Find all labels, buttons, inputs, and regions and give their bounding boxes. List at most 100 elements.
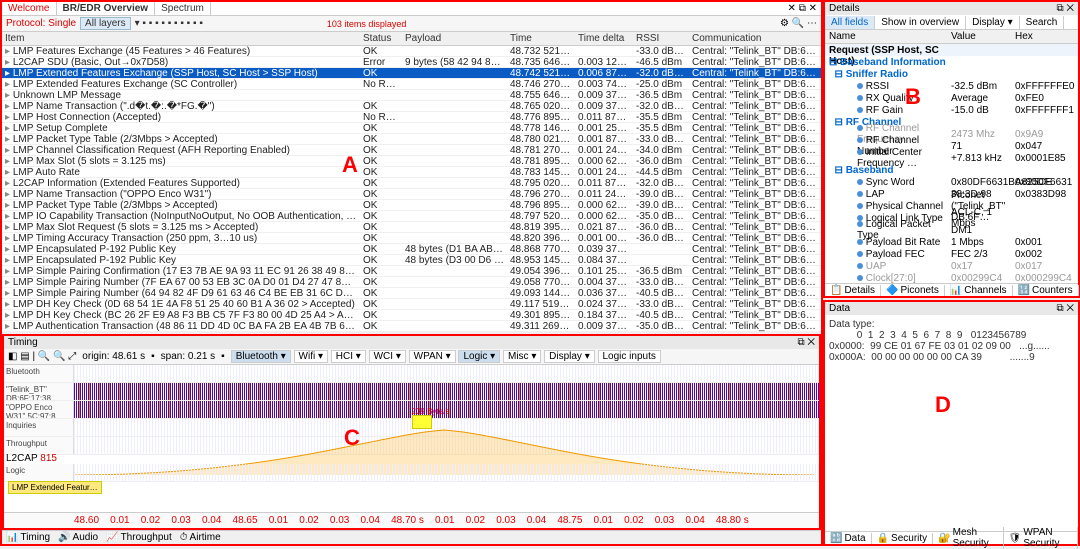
tab-spectrum[interactable]: Spectrum <box>155 2 211 15</box>
proto-button-wifi[interactable]: Wifi ▾ <box>294 350 328 363</box>
lmp-hover-tag: LMP Extended Featur… <box>8 481 102 494</box>
packet-row[interactable]: LMP DH Key Check (BC 26 2F E9 A8 F3 BB C… <box>2 310 821 321</box>
col-time-delta[interactable]: Time delta <box>575 33 633 44</box>
proto-button-display[interactable]: Display ▾ <box>544 350 595 363</box>
details-col-name[interactable]: Name <box>825 31 951 42</box>
details-subtab-details[interactable]: 📋 Details <box>825 285 881 296</box>
data-subtab-data[interactable]: 🔡 Data <box>825 533 872 544</box>
packet-row[interactable]: LMP Max Slot Request (5 slots = 3.125 ms… <box>2 222 821 233</box>
packet-row[interactable]: LMP Simple Pairing Number (7F EA 67 00 5… <box>2 277 821 288</box>
packet-row[interactable]: L2CAP Information (Extended Features Sup… <box>2 178 821 189</box>
details-row[interactable]: ⊟ Sniffer Radio <box>825 68 1078 80</box>
details-row[interactable]: RSSI-32.5 dBm0xFFFFFFE0 <box>825 80 1078 92</box>
details-row[interactable]: Clock[27:0]0x00299C40x000299C4 <box>825 272 1078 283</box>
col-item[interactable]: Item <box>2 33 360 44</box>
bottom-tab-throughput[interactable]: 📈 Throughput <box>106 532 172 543</box>
packet-row[interactable]: L2CAP SDU (Basic, Out→0x7D58)Error9 byte… <box>2 57 821 68</box>
details-row[interactable]: Payload Bit Rate1 Mbps0x001 <box>825 236 1078 248</box>
packet-row[interactable]: LMP Features Exchange (45 Features > 46 … <box>2 46 821 57</box>
details-row[interactable]: Sync Word0x80DF6631BA825CE0x80DF6631 <box>825 176 1078 188</box>
proto-button-logic inputs[interactable]: Logic inputs <box>598 350 661 363</box>
bottom-tabs-left: 📊 Timing 🔊 Audio 📈 Throughput ⏱ Airtime <box>2 530 821 544</box>
details-subtab-piconets[interactable]: 🔷 Piconets <box>881 285 945 296</box>
tab-welcome[interactable]: Welcome <box>2 2 57 15</box>
timing-panel: Timing ⧉ ✕ ◧ ▤ | 🔍 🔍 ⤢ origin: 48.61 s ▪… <box>2 334 821 530</box>
timing-ruler[interactable]: 48.600.010.020.030.0448.650.010.020.030.… <box>4 512 819 528</box>
col-status[interactable]: Status <box>360 33 402 44</box>
timing-span: span: 0.21 s <box>161 351 215 362</box>
tab-close-icon[interactable]: ✕ ⧉ ✕ <box>784 3 821 14</box>
timing-toolbar: ◧ ▤ | 🔍 🔍 ⤢ origin: 48.61 s ▪ span: 0.21… <box>4 349 819 365</box>
details-row[interactable]: ⊟ Baseband Information <box>825 56 1078 68</box>
lane-telink: "Telink_BT" DB:6F:17:38… <box>4 383 74 400</box>
packet-row[interactable]: LMP Extended Features Exchange (SSP Host… <box>2 68 821 79</box>
data-panel: Data ⧉ ✕ Data type: 0 1 2 3 4 5 6 7 8 9 … <box>823 300 1080 546</box>
details-title: Details <box>829 3 860 14</box>
packet-row[interactable]: LMP Encapsulated P-192 Public KeyOK48 by… <box>2 244 821 255</box>
details-subtab-channels[interactable]: 📊 Channels <box>945 285 1013 296</box>
packet-row[interactable]: LMP Host Connection (Accepted)No Reque…4… <box>2 112 821 123</box>
timing-window-controls[interactable]: ⧉ ✕ <box>797 337 815 348</box>
col-time[interactable]: Time <box>507 33 575 44</box>
col-rssi[interactable]: RSSI <box>633 33 689 44</box>
details-tab-all-fields[interactable]: All fields <box>825 16 875 29</box>
details-row[interactable]: UAP0x170x017 <box>825 260 1078 272</box>
top-tab-bar: Welcome BR/EDR Overview Spectrum ✕ ⧉ ✕ <box>2 2 821 16</box>
lane-throughput: Throughput <box>4 437 74 454</box>
details-row[interactable]: RF Gain-15.0 dB0xFFFFFFF1 <box>825 104 1078 116</box>
packet-row[interactable]: LMP Auto RateOK48.783 145 6250.001 249 8… <box>2 167 821 178</box>
proto-button-misc[interactable]: Misc ▾ <box>503 350 541 363</box>
lane-inquiries: Inquiries <box>4 419 74 436</box>
packet-row[interactable]: LMP Packet Type Table (2/3Mbps > Accepte… <box>2 134 821 145</box>
all-layers-button[interactable]: All layers <box>80 17 131 30</box>
bottom-tab-audio[interactable]: 🔊 Audio <box>58 532 98 543</box>
packet-row[interactable]: LMP DH Key Check (0D 68 54 1E 4A F8 51 2… <box>2 299 821 310</box>
packet-row[interactable]: LMP Simple Pairing Confirmation (17 E3 7… <box>2 266 821 277</box>
packet-row[interactable]: LMP Authentication Transaction (48 86 11… <box>2 321 821 332</box>
packet-row[interactable]: LMP IO Capability Transaction (NoInputNo… <box>2 211 821 222</box>
overview-toolbar: Protocol: Single All layers ▾ ▪ ▪ ▪ ▪ ▪ … <box>2 16 821 32</box>
details-row[interactable]: Logical Packet TypeDM1 <box>825 224 1078 236</box>
proto-button-logic[interactable]: Logic ▾ <box>458 350 500 363</box>
packet-row[interactable]: LMP Setup CompleteOK48.778 146 1250.001 … <box>2 123 821 134</box>
packet-row[interactable]: LMP Encapsulated P-192 Public KeyOK48 by… <box>2 255 821 266</box>
packet-row[interactable]: LMP Max Slot (5 slots = 3.125 ms)OK48.78… <box>2 156 821 167</box>
bottom-tab-airtime[interactable]: ⏱ Airtime <box>180 532 221 543</box>
data-subtab-security[interactable]: 🔒 Security <box>872 533 934 544</box>
details-col-hex[interactable]: Hex <box>1015 31 1078 42</box>
details-row[interactable]: Initial Center Frequency …+7.813 kHz0x00… <box>825 152 1078 164</box>
proto-button-hci[interactable]: HCI ▾ <box>331 350 366 363</box>
toolbar-right-icons[interactable]: ⚙ 🔍 ⋯ <box>780 18 817 29</box>
details-tab-display[interactable]: Display ▾ <box>966 16 1020 29</box>
details-search[interactable]: Search <box>1020 16 1065 29</box>
packet-row[interactable]: LMP Name Transaction ("OPPO Enco W31")OK… <box>2 189 821 200</box>
details-row[interactable]: Payload FECFEC 2/30x002 <box>825 248 1078 260</box>
bottom-tab-timing[interactable]: 📊 Timing <box>6 532 50 543</box>
lane-logic: Logic <box>4 464 74 481</box>
packet-row[interactable]: LMP Timing Accuracy Transaction (250 ppm… <box>2 233 821 244</box>
packet-row[interactable]: LMP Extended Features Exchange (SC Contr… <box>2 79 821 90</box>
data-hex-view[interactable]: Data type: 0 1 2 3 4 5 6 7 8 9 012345678… <box>825 315 1078 531</box>
packet-row[interactable]: LMP Simple Pairing Number (64 94 82 4F D… <box>2 288 821 299</box>
packet-row[interactable]: Unknown LMP Message48.755 646 1250.009 3… <box>2 90 821 101</box>
tab-bredr-overview[interactable]: BR/EDR Overview <box>57 2 156 15</box>
timing-body[interactable]: Bluetooth "Telink_BT" DB:6F:17:38… "OPPO… <box>4 365 819 512</box>
proto-button-wpan[interactable]: WPAN ▾ <box>409 350 456 363</box>
details-subtab-counters[interactable]: 🔢 Counters <box>1013 285 1079 296</box>
details-row[interactable]: RX QualityAverage0xFE0 <box>825 92 1078 104</box>
proto-button-bluetooth[interactable]: Bluetooth ▾ <box>231 350 291 363</box>
packet-row[interactable]: LMP Channel Classification Request (AFH … <box>2 145 821 156</box>
col-communication[interactable]: Communication <box>689 33 821 44</box>
proto-button-wci[interactable]: WCI ▾ <box>369 350 406 363</box>
details-tab-overview[interactable]: Show in overview <box>875 16 966 29</box>
items-displayed: 103 items displayed <box>327 19 407 29</box>
col-payload[interactable]: Payload <box>402 33 507 44</box>
packet-row[interactable]: LMP Packet Type Table (2/3Mbps > Accepte… <box>2 200 821 211</box>
packet-row[interactable]: LMP Name Transaction (".d�t.�:.�*FG.�")O… <box>2 101 821 112</box>
details-row[interactable]: ⊟ Baseband <box>825 164 1078 176</box>
data-window-controls[interactable]: ⧉ ✕ <box>1056 303 1074 314</box>
details-row[interactable]: LMP Extended Features Request (SSP Host,… <box>825 44 1078 56</box>
data-title: Data <box>829 303 850 314</box>
details-window-controls[interactable]: ⧉ ✕ <box>1056 3 1074 14</box>
details-col-value[interactable]: Value <box>951 31 1015 42</box>
